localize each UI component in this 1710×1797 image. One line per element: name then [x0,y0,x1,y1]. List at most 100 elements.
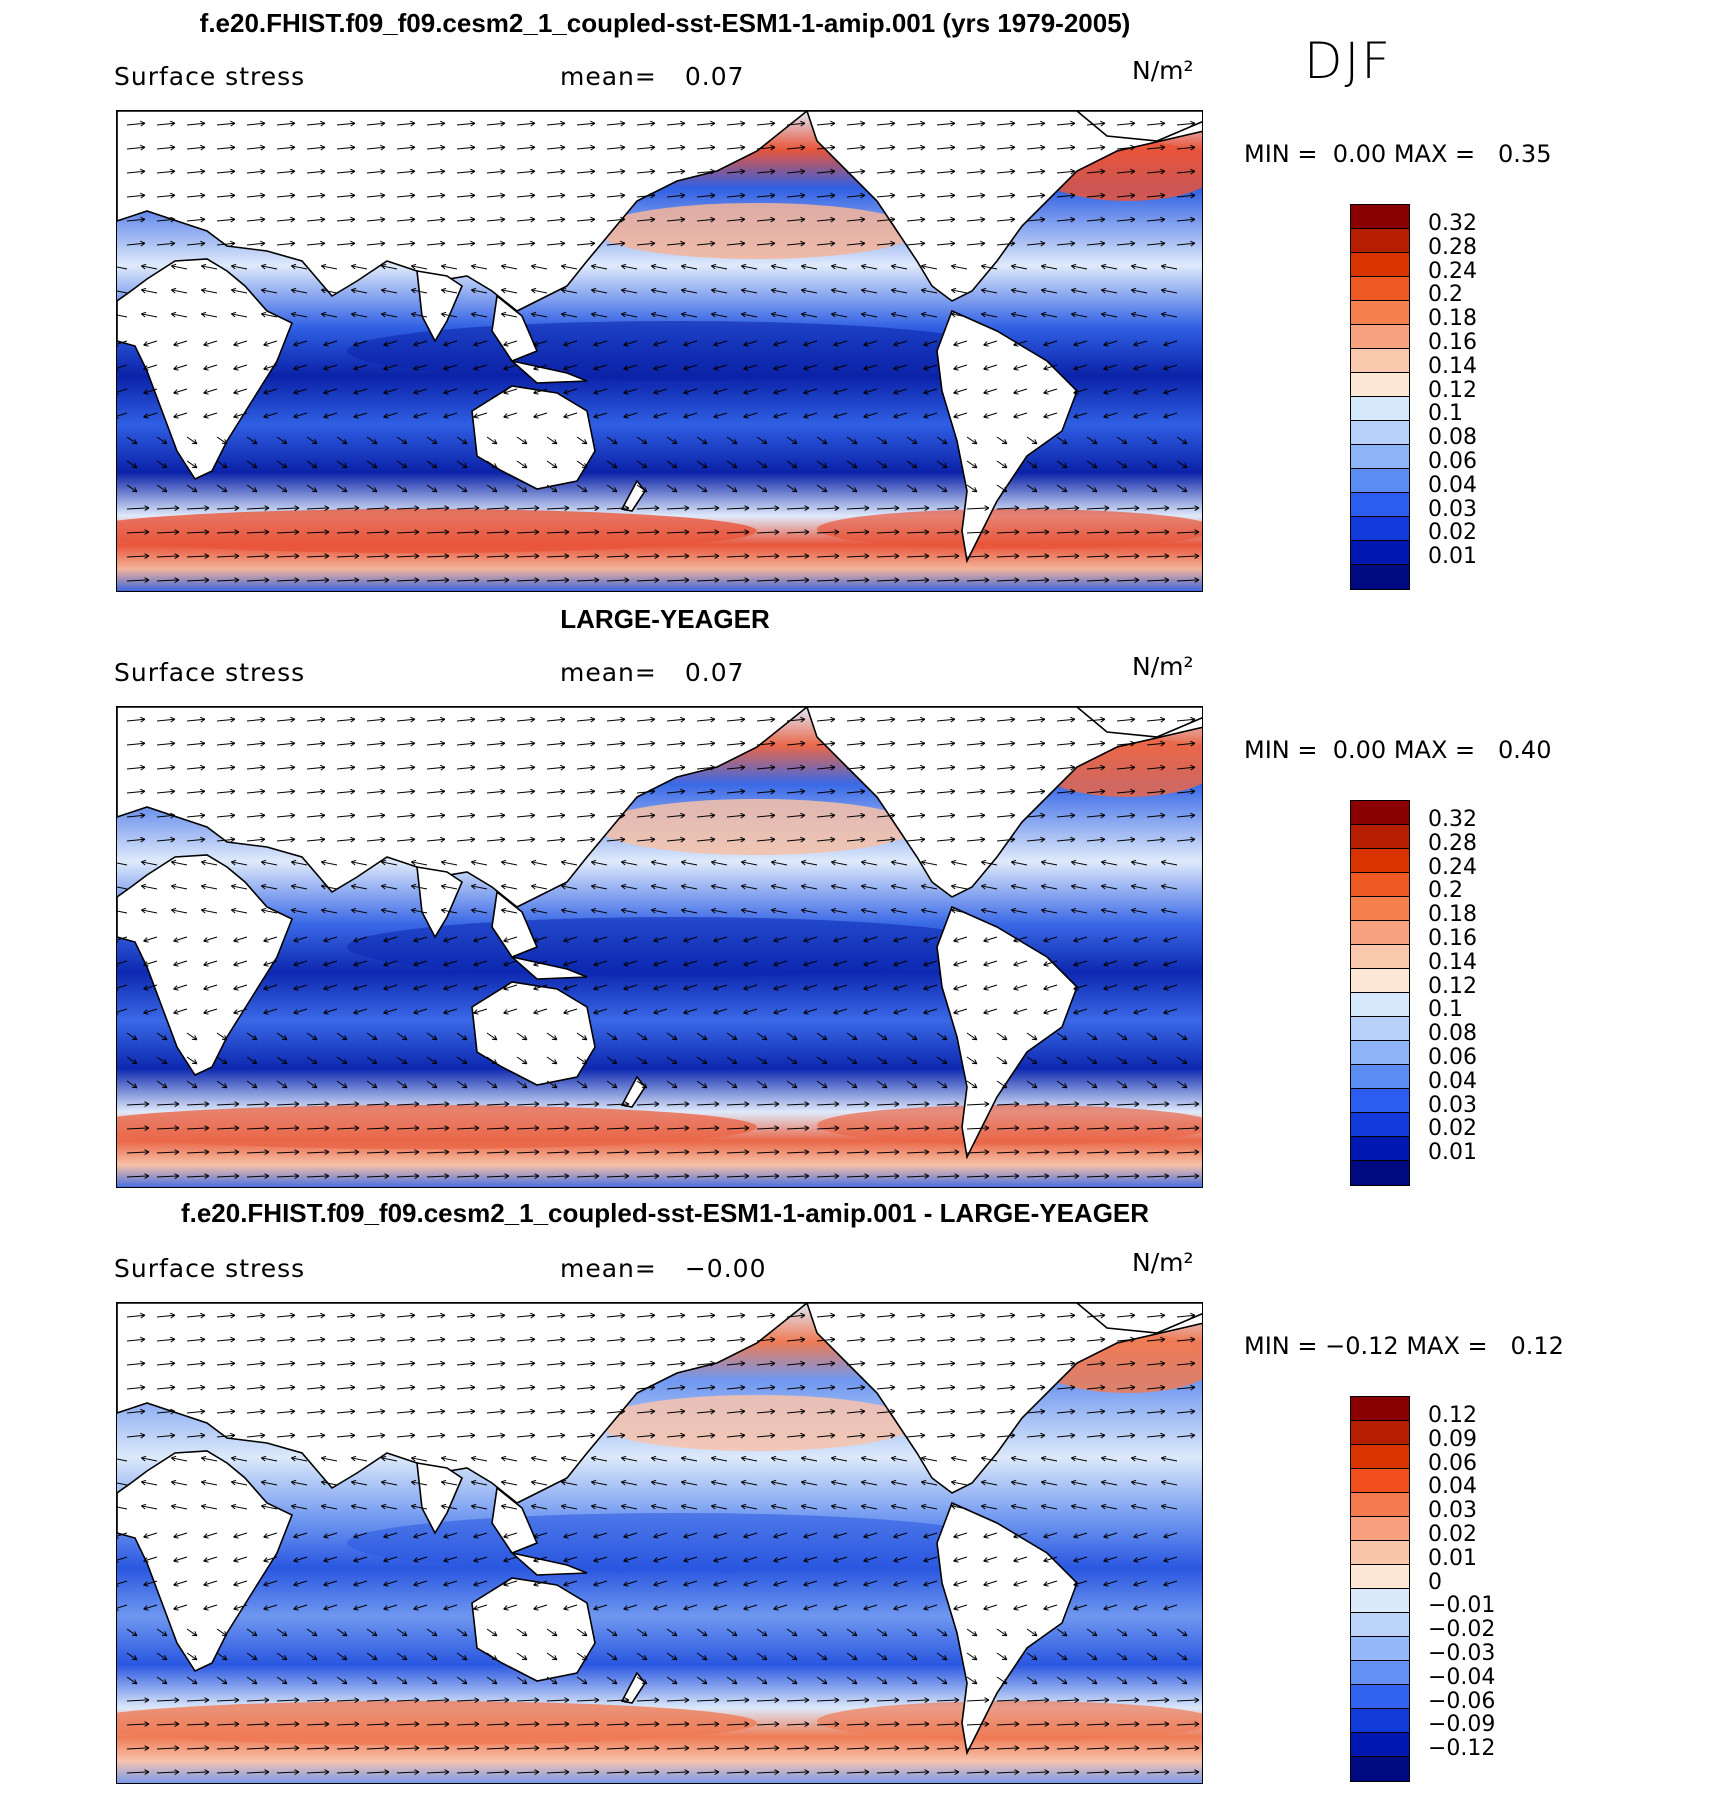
wind-arrowhead [170,1408,176,1412]
wind-arrow [473,412,488,418]
wind-arrowhead [951,883,957,887]
wind-arrow [1086,1127,1109,1130]
wind-arrowhead [1044,577,1050,581]
wind-arrowhead [534,555,540,559]
wind-arrowhead [774,1125,780,1129]
wind-arrowhead [1190,240,1196,244]
wind-arrowhead [884,1035,888,1041]
wind-arrowhead [1100,146,1106,151]
wind-arrowhead [1013,416,1019,419]
wind-arrowhead [710,289,716,294]
wind-arrowhead [804,1173,810,1177]
wind-arrowhead [704,1035,708,1041]
wind-arrowhead [794,439,798,445]
wind-arrow [486,1338,505,1342]
wind-arrowhead [830,265,836,270]
wind-arrowhead [983,1009,988,1014]
wind-arrow [996,194,1015,198]
wind-arrowhead [1184,1035,1188,1041]
wind-arrow [966,814,985,818]
wind-arrow [816,1056,828,1065]
wind-arrowhead [950,144,956,148]
mean-value: 0.07 [684,62,745,91]
wind-arrowhead [891,311,897,315]
wind-arrowhead [411,883,417,887]
wind-arrowhead [654,577,660,581]
wind-arrow [683,936,698,942]
min-label: MIN = [1244,736,1318,764]
wind-arrow [696,742,715,746]
wind-arrowhead [560,218,566,223]
wind-arrow [117,936,128,941]
wind-arrow [921,861,938,866]
wind-arrowhead [174,1151,180,1155]
wind-arrow [126,579,149,582]
wind-arrow [1116,1386,1135,1390]
wind-arrowhead [260,1386,266,1391]
wind-arrow [531,861,548,866]
wind-arrow [1146,170,1165,174]
wind-arrowhead [804,505,810,509]
wind-arrowhead [833,365,838,370]
wind-arrowhead [564,1173,570,1177]
wind-arrowhead [323,413,328,418]
wind-arrowhead [920,1360,926,1364]
wind-arrowhead [890,313,896,318]
landmass [806,707,1202,898]
wind-arrowhead [164,487,168,493]
wind-arrowhead [1014,1127,1020,1131]
wind-arrow [863,1008,878,1014]
wind-arrowhead [1074,1173,1080,1177]
wind-arrowhead [711,263,717,267]
wind-arrow [906,838,925,842]
wind-arrowhead [681,263,687,267]
wind-arrow [336,1080,348,1089]
wind-arrow [396,1175,419,1178]
wind-arrow [666,790,685,794]
wind-arrowhead [920,718,926,723]
wind-arrowhead [204,1101,210,1105]
wind-arrowhead [740,289,746,294]
wind-arrow [983,364,998,370]
wind-arrow [681,265,698,270]
wind-arrowhead [741,263,747,267]
wind-arrow [726,436,738,445]
wind-arrowhead [441,287,447,291]
wind-arrowhead [680,909,686,914]
landmass [117,1303,1202,1504]
wind-arrowhead [384,1103,390,1107]
wind-arrow [923,984,938,990]
wind-arrowhead [293,365,298,370]
wind-arrowhead [923,940,929,943]
wind-arrow [996,1386,1015,1390]
wind-arrowhead [144,579,150,583]
wind-arrowhead [414,1101,420,1105]
wind-arrowhead [410,740,416,744]
wind-arrowhead [1130,146,1136,151]
wind-arrow [741,289,758,294]
wind-arrowhead [890,716,896,720]
wind-arrow [1176,1103,1199,1106]
wind-arrow [621,861,638,866]
wind-arrow [936,170,955,174]
wind-arrowhead [1160,1312,1166,1316]
wind-arrowhead [170,120,176,124]
wind-arrow [276,1410,295,1414]
wind-arrowhead [624,529,630,533]
wind-arrowhead [983,341,988,346]
wind-arrowhead [674,1083,678,1089]
wind-arrow [1086,1056,1098,1065]
wind-arrowhead [230,168,236,172]
wind-arrowhead [350,812,356,816]
wind-arrow [516,838,535,842]
wind-arrowhead [200,216,206,220]
map-svg [117,111,1202,591]
wind-arrow [606,531,629,534]
wind-arrowhead [833,392,839,395]
wind-arrow [486,218,505,222]
wind-arrow [1116,1362,1135,1366]
wind-arrow [1086,579,1109,582]
wind-arrowhead [860,242,866,247]
wind-arrow [636,1175,659,1178]
wind-arrowhead [770,718,776,723]
